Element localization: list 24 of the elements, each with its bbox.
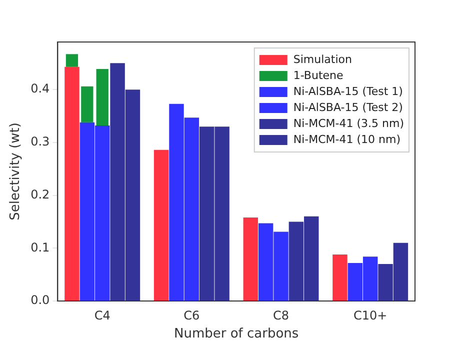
x-tick-label: C8 bbox=[273, 308, 290, 322]
legend-label: Ni-AlSBA-15 (Test 1) bbox=[293, 84, 403, 98]
legend-label: Ni-AlSBA-15 (Test 2) bbox=[293, 100, 403, 114]
bar bbox=[154, 150, 169, 300]
x-tick-label: C6 bbox=[184, 308, 200, 322]
legend-label: Simulation bbox=[293, 52, 352, 66]
legend-label: Ni-MCM-41 (3.5 nm) bbox=[293, 116, 404, 130]
y-tick-label: 0.2 bbox=[30, 187, 50, 202]
y-axis-title: Selectivity (wt) bbox=[8, 122, 24, 220]
x-tick-label: C10+ bbox=[353, 308, 388, 322]
bar bbox=[96, 68, 108, 126]
y-tick-label: 0.4 bbox=[30, 82, 50, 96]
bar bbox=[64, 66, 80, 300]
y-tick-label: 0.3 bbox=[30, 134, 50, 149]
y-tick-label: 0.1 bbox=[30, 240, 50, 254]
bar bbox=[243, 217, 258, 300]
legend-label: Ni-MCM-41 (10 nm) bbox=[293, 132, 401, 146]
x-axis-title: Number of carbons bbox=[174, 326, 299, 342]
x-tick-label: C4 bbox=[94, 308, 110, 322]
bar bbox=[66, 54, 78, 67]
y-tick-label: 0.0 bbox=[30, 293, 50, 308]
legend-label: 1-Butene bbox=[293, 68, 344, 82]
bar bbox=[332, 254, 348, 300]
bar bbox=[81, 86, 94, 122]
